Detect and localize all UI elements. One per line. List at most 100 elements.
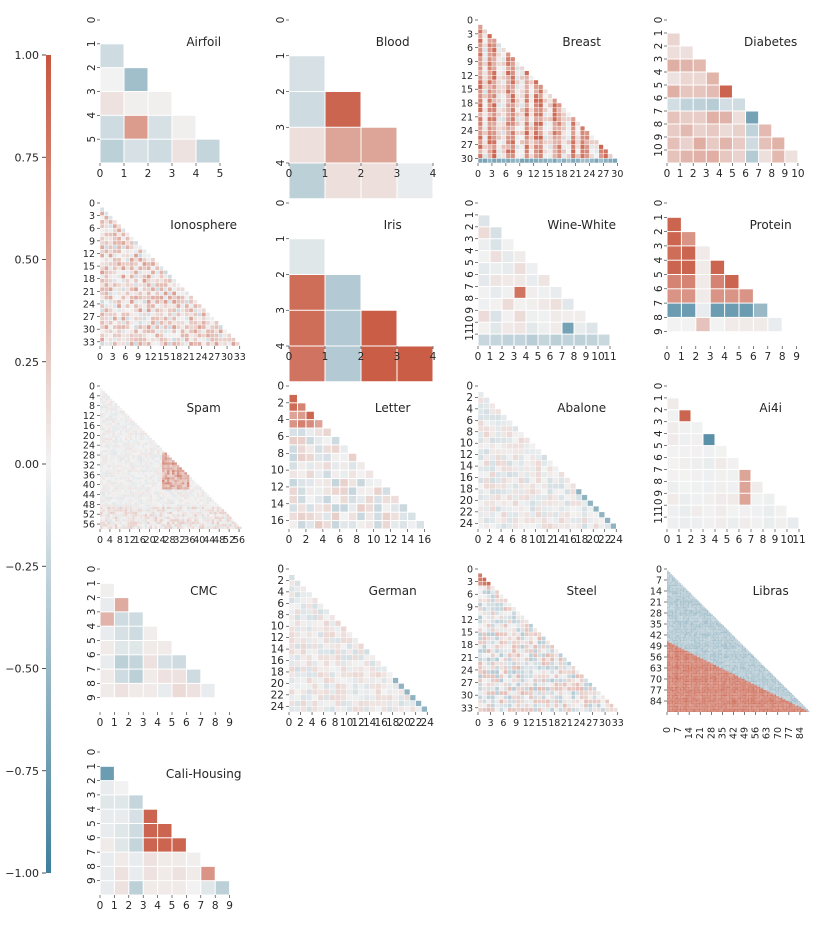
heatmap-cell (181, 334, 185, 338)
heatmap-cell (137, 494, 139, 496)
heatmap-cell (155, 490, 157, 492)
heatmap-cell (503, 239, 514, 250)
heatmap-cell (513, 443, 518, 448)
heatmap-cell (565, 501, 570, 506)
heatmap-cell (187, 497, 189, 499)
heatmap-cell (138, 275, 142, 279)
heatmap-cell (212, 502, 214, 504)
heatmap-cell (167, 502, 169, 504)
heatmap-cell (100, 283, 104, 287)
heatmap-cell (495, 632, 499, 636)
heatmap-cell (506, 85, 510, 89)
y-tick-label: 3 (653, 56, 665, 63)
heatmap-cell (185, 296, 189, 300)
heatmap-cell (332, 521, 339, 528)
heatmap-cell (168, 279, 172, 283)
heatmap-cell (513, 483, 518, 488)
heatmap-cell (707, 99, 719, 111)
heatmap-cell (117, 233, 121, 237)
heatmap-cell (512, 687, 516, 691)
heatmap-cell (490, 466, 495, 471)
heatmap-cell (353, 701, 358, 706)
heatmap-cell (140, 524, 142, 526)
heatmap-cell (194, 482, 196, 484)
heatmap-cell (534, 108, 538, 112)
heatmap-cell (553, 501, 558, 506)
heatmap-cell (347, 701, 352, 706)
heatmap-cell (143, 338, 147, 342)
y-tick-label: 21 (83, 287, 95, 298)
heatmap-cell (501, 489, 506, 494)
heatmap-cell (521, 632, 525, 636)
heatmap-cell (150, 490, 152, 492)
heatmap-cell (534, 126, 538, 130)
heatmap-cell (130, 524, 132, 526)
heatmap-cell (495, 662, 499, 666)
heatmap-cell (145, 462, 147, 464)
heatmap-cell (100, 254, 104, 258)
heatmap-cell (179, 472, 181, 474)
y-tick-label: 15 (83, 262, 95, 273)
heatmap-cell (678, 583, 680, 585)
heatmap-cell (150, 472, 152, 474)
heatmap-cell (381, 672, 386, 677)
heatmap-cell (197, 485, 199, 487)
heatmap-cell (105, 453, 107, 455)
heatmap-cell (515, 311, 526, 322)
heatmap-cell (137, 455, 139, 457)
heatmap-cell (290, 420, 297, 427)
heatmap-cell (135, 462, 137, 464)
heatmap-cell (495, 645, 499, 649)
heatmap-cell (135, 465, 137, 467)
heatmap-cell (529, 126, 533, 130)
heatmap-cell (121, 283, 125, 287)
heatmap-cell (232, 527, 234, 529)
heatmap-cell (550, 687, 554, 691)
heatmap-cell (512, 620, 516, 624)
heatmap-cell (107, 445, 109, 447)
heatmap-cell (126, 233, 130, 237)
heatmap-cell (150, 445, 152, 447)
heatmap-cell (122, 430, 124, 432)
heatmap-cell (151, 296, 155, 300)
heatmap-cell (204, 527, 206, 529)
heatmap-cell (584, 695, 588, 699)
heatmap-cell (341, 644, 346, 649)
heatmap-cell (112, 450, 114, 452)
heatmap-cell (520, 76, 524, 80)
heatmap-cell (534, 94, 538, 98)
heatmap-cell (142, 435, 144, 437)
heatmap-cell (525, 670, 529, 674)
heatmap-cell (197, 522, 199, 524)
heatmap-cell (516, 620, 520, 624)
heatmap-cell (323, 487, 330, 494)
heatmap-cell (127, 470, 129, 472)
heatmap-cell (538, 691, 542, 695)
y-tick-label: 6 (653, 285, 665, 292)
heatmap-cell (301, 638, 306, 643)
heatmap-cell (318, 707, 323, 712)
heatmap-cell (326, 128, 361, 163)
heatmap-cell (484, 483, 489, 488)
heatmap-cell (553, 512, 558, 517)
heatmap-cell (519, 512, 524, 517)
heatmap-cell (151, 300, 155, 304)
heatmap-cell (189, 325, 193, 329)
heatmap-cell (217, 524, 219, 526)
heatmap-cell (525, 149, 529, 153)
heatmap-cell (204, 494, 206, 496)
heatmap-cell (484, 403, 489, 408)
heatmap-cell (130, 465, 132, 467)
heatmap-cell (506, 99, 510, 103)
heatmap-cell (312, 666, 317, 671)
y-tick-label: 6 (89, 224, 95, 235)
x-tick-label: 9 (793, 351, 800, 363)
heatmap-cell (318, 626, 323, 631)
heatmap-cell (557, 103, 561, 107)
heatmap-cell (520, 154, 524, 158)
heatmap-cell (142, 443, 144, 445)
heatmap-cell (332, 487, 339, 494)
heatmap-cell (529, 149, 533, 153)
heatmap-cell (557, 154, 561, 158)
